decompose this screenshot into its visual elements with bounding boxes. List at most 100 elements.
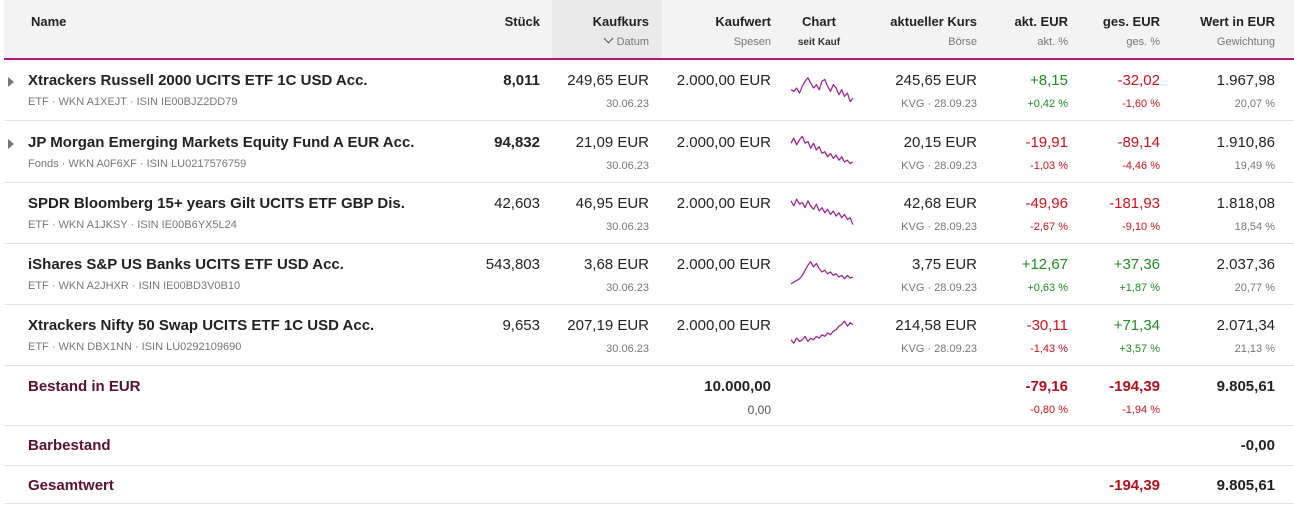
table-row[interactable]: JP Morgan Emerging Markets Equity Fund A… (4, 122, 1294, 183)
position-kaufwert: 2.000,00 EUR (676, 195, 771, 212)
position-info: ETF · WKN A2JHXR · ISIN IE00BD3V0B10 (28, 280, 241, 292)
position-info: Fonds · WKN A0F6XF · ISIN LU0217576759 (28, 158, 247, 170)
sparkline-line (790, 135, 854, 165)
position-name[interactable]: JP Morgan Emerging Markets Equity Fund A… (28, 134, 415, 151)
barbestand-wert: -0,00 (1240, 437, 1275, 454)
table-row[interactable]: Xtrackers Nifty 50 Swap UCITS ETF 1C USD… (4, 305, 1294, 366)
position-gewichtung: 20,77 % (1234, 282, 1275, 294)
sparkline-chart[interactable] (790, 313, 854, 353)
bestand-wert: 9.805,61 (1216, 378, 1275, 395)
position-gewichtung: 19,49 % (1234, 160, 1275, 172)
position-ges-eur: -89,14 (1117, 134, 1160, 151)
bestand-ges-eur: -194,39 (1109, 378, 1160, 395)
position-ges-pct: +1,87 % (1119, 282, 1160, 294)
position-kaufkurs: 207,19 EUR (567, 317, 649, 334)
header-akt-eur[interactable]: akt. EUR (1014, 14, 1068, 29)
header-kaufwert-sub[interactable]: Spesen (733, 36, 771, 48)
position-kurs: 245,65 EUR (895, 72, 977, 89)
bestand-akt-pct: -0,80 % (1030, 404, 1068, 416)
position-akt-pct: -1,03 % (1030, 160, 1068, 172)
header-chart-sub[interactable]: seit Kauf (797, 37, 841, 48)
bestand-spesen: 0,00 (747, 403, 771, 417)
sparkline-chart[interactable] (790, 68, 854, 108)
header-stueck[interactable]: Stück (504, 14, 540, 29)
position-kaufwert: 2.000,00 EUR (676, 134, 771, 151)
position-boerse: KVG · 28.09.23 (901, 343, 977, 355)
position-stueck: 94,832 (494, 134, 540, 151)
position-kaufkurs: 3,68 EUR (583, 256, 649, 273)
header-kaufkurs-sub[interactable]: Datum (564, 33, 649, 48)
position-boerse: KVG · 28.09.23 (901, 282, 977, 294)
position-ges-eur: +37,36 (1113, 256, 1160, 273)
sparkline-chart[interactable] (790, 130, 854, 170)
position-wert: 1.818,08 (1216, 195, 1275, 212)
position-akt-eur: -30,11 (1026, 317, 1068, 334)
bestand-kaufwert: 10.000,00 (704, 378, 771, 395)
position-boerse: KVG · 28.09.23 (901, 160, 977, 172)
position-ges-pct: -9,10 % (1122, 221, 1160, 233)
header-chart[interactable]: Chart (802, 14, 836, 29)
barbestand-label: Barbestand (28, 437, 111, 454)
position-stueck: 42,603 (494, 195, 540, 212)
position-stueck: 543,803 (485, 256, 540, 273)
position-gewichtung: 18,54 % (1234, 221, 1275, 233)
sparkline-line (790, 261, 854, 285)
table-row[interactable]: SPDR Bloomberg 15+ years Gilt UCITS ETF … (4, 183, 1294, 244)
position-kaufkurs: 21,09 EUR (575, 134, 649, 151)
position-akt-eur: -49,96 (1025, 195, 1068, 212)
position-datum: 30.06.23 (606, 98, 649, 110)
header-akt-pct[interactable]: akt. % (1037, 36, 1068, 48)
header-kurs[interactable]: aktueller Kurs (890, 14, 977, 29)
bestand-akt-eur: -79,16 (1025, 378, 1068, 395)
position-wert: 1.967,98 (1216, 72, 1275, 89)
gesamtwert-ges-eur: -194,39 (1109, 477, 1160, 494)
position-name[interactable]: Xtrackers Nifty 50 Swap UCITS ETF 1C USD… (28, 317, 375, 334)
header-wert[interactable]: Wert in EUR (1200, 14, 1275, 29)
position-gewichtung: 21,13 % (1234, 343, 1275, 355)
position-akt-eur: -19,91 (1025, 134, 1068, 151)
position-datum: 30.06.23 (606, 282, 649, 294)
position-akt-eur: +8,15 (1030, 72, 1068, 89)
header-gewichtung[interactable]: Gewichtung (1216, 36, 1275, 48)
position-wert: 2.071,34 (1216, 317, 1275, 334)
header-ges-eur[interactable]: ges. EUR (1102, 14, 1160, 29)
header-kaufkurs[interactable]: Kaufkurs (592, 14, 649, 29)
position-kurs: 214,58 EUR (895, 317, 977, 334)
position-info: ETF · WKN A1XEJT · ISIN IE00BJZ2DD79 (28, 96, 238, 108)
header-name[interactable]: Name (31, 14, 67, 29)
sparkline-chart[interactable] (790, 252, 854, 292)
position-stueck: 8,011 (503, 72, 540, 89)
position-name[interactable]: iShares S&P US Banks UCITS ETF USD Acc. (28, 256, 344, 273)
table-row[interactable]: iShares S&P US Banks UCITS ETF USD Acc. E… (4, 244, 1294, 305)
sorted-column-highlight (552, 0, 662, 58)
expand-arrow-icon[interactable] (8, 139, 14, 149)
position-ges-eur: +71,34 (1113, 317, 1160, 334)
position-ges-eur: -181,93 (1109, 195, 1160, 212)
position-kaufwert: 2.000,00 EUR (676, 256, 771, 273)
bestand-row: Bestand in EUR 10.000,00 0,00 -79,16 -0,… (4, 366, 1294, 426)
gesamtwert-label: Gesamtwert (28, 477, 114, 494)
position-name[interactable]: Xtrackers Russell 2000 UCITS ETF 1C USD … (28, 72, 368, 89)
position-name[interactable]: SPDR Bloomberg 15+ years Gilt UCITS ETF … (28, 195, 405, 212)
position-ges-pct: +3,57 % (1119, 343, 1160, 355)
header-ges-pct[interactable]: ges. % (1126, 36, 1160, 48)
position-info: ETF · WKN A1JKSY · ISIN IE00B6YX5L24 (28, 219, 237, 231)
position-ges-pct: -4,46 % (1122, 160, 1160, 172)
position-gewichtung: 20,07 % (1234, 98, 1275, 110)
position-kaufwert: 2.000,00 EUR (676, 72, 771, 89)
gesamtwert-wert: 9.805,61 (1216, 477, 1275, 494)
sort-chevron-icon (603, 33, 614, 44)
bestand-ges-pct: -1,94 % (1122, 404, 1160, 416)
sparkline-chart[interactable] (790, 191, 854, 231)
position-boerse: KVG · 28.09.23 (901, 98, 977, 110)
position-akt-eur: +12,67 (1021, 256, 1068, 273)
header-kurs-sub[interactable]: Börse (948, 36, 977, 48)
position-datum: 30.06.23 (606, 221, 649, 233)
position-akt-pct: +0,42 % (1027, 98, 1068, 110)
sparkline-line (790, 198, 854, 225)
position-kaufkurs: 46,95 EUR (575, 195, 649, 212)
table-row[interactable]: Xtrackers Russell 2000 UCITS ETF 1C USD … (4, 60, 1294, 121)
header-kaufwert[interactable]: Kaufwert (715, 14, 771, 29)
expand-arrow-icon[interactable] (8, 77, 14, 87)
position-wert: 2.037,36 (1216, 256, 1275, 273)
